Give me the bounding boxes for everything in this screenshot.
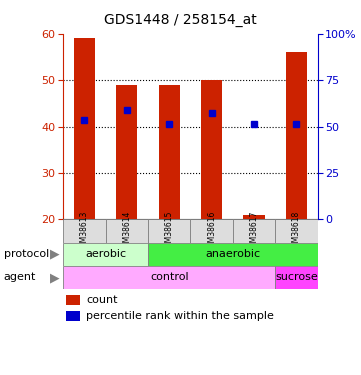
Text: ▶: ▶ (50, 248, 60, 261)
Bar (63, 243, 148, 266)
Bar (286, 53, 307, 219)
Text: count: count (86, 295, 118, 305)
Text: GSM38614: GSM38614 (122, 210, 131, 252)
Text: GSM38618: GSM38618 (292, 210, 301, 252)
Bar (158, 85, 180, 219)
Text: agent: agent (4, 273, 36, 282)
Text: GSM38617: GSM38617 (249, 210, 258, 252)
Bar (243, 215, 265, 219)
Bar (148, 243, 318, 266)
Text: protocol: protocol (4, 249, 49, 259)
Bar (116, 85, 138, 219)
Bar (63, 266, 275, 289)
Text: anaerobic: anaerobic (205, 249, 260, 259)
Bar (275, 219, 318, 243)
Bar (201, 80, 222, 219)
Bar (63, 219, 105, 243)
Bar (191, 219, 233, 243)
Bar (66, 311, 80, 321)
Bar (105, 219, 148, 243)
Text: sucrose: sucrose (275, 273, 318, 282)
Bar (233, 219, 275, 243)
Text: aerobic: aerobic (85, 249, 126, 259)
Text: GDS1448 / 258154_at: GDS1448 / 258154_at (104, 13, 257, 27)
Text: ▶: ▶ (50, 271, 60, 284)
Text: control: control (150, 273, 188, 282)
Text: GSM38613: GSM38613 (80, 210, 89, 252)
Bar (275, 266, 318, 289)
Bar (66, 295, 80, 305)
Text: GSM38616: GSM38616 (207, 210, 216, 252)
Bar (148, 219, 191, 243)
Bar (74, 38, 95, 219)
Text: percentile rank within the sample: percentile rank within the sample (86, 311, 274, 321)
Text: GSM38615: GSM38615 (165, 210, 174, 252)
